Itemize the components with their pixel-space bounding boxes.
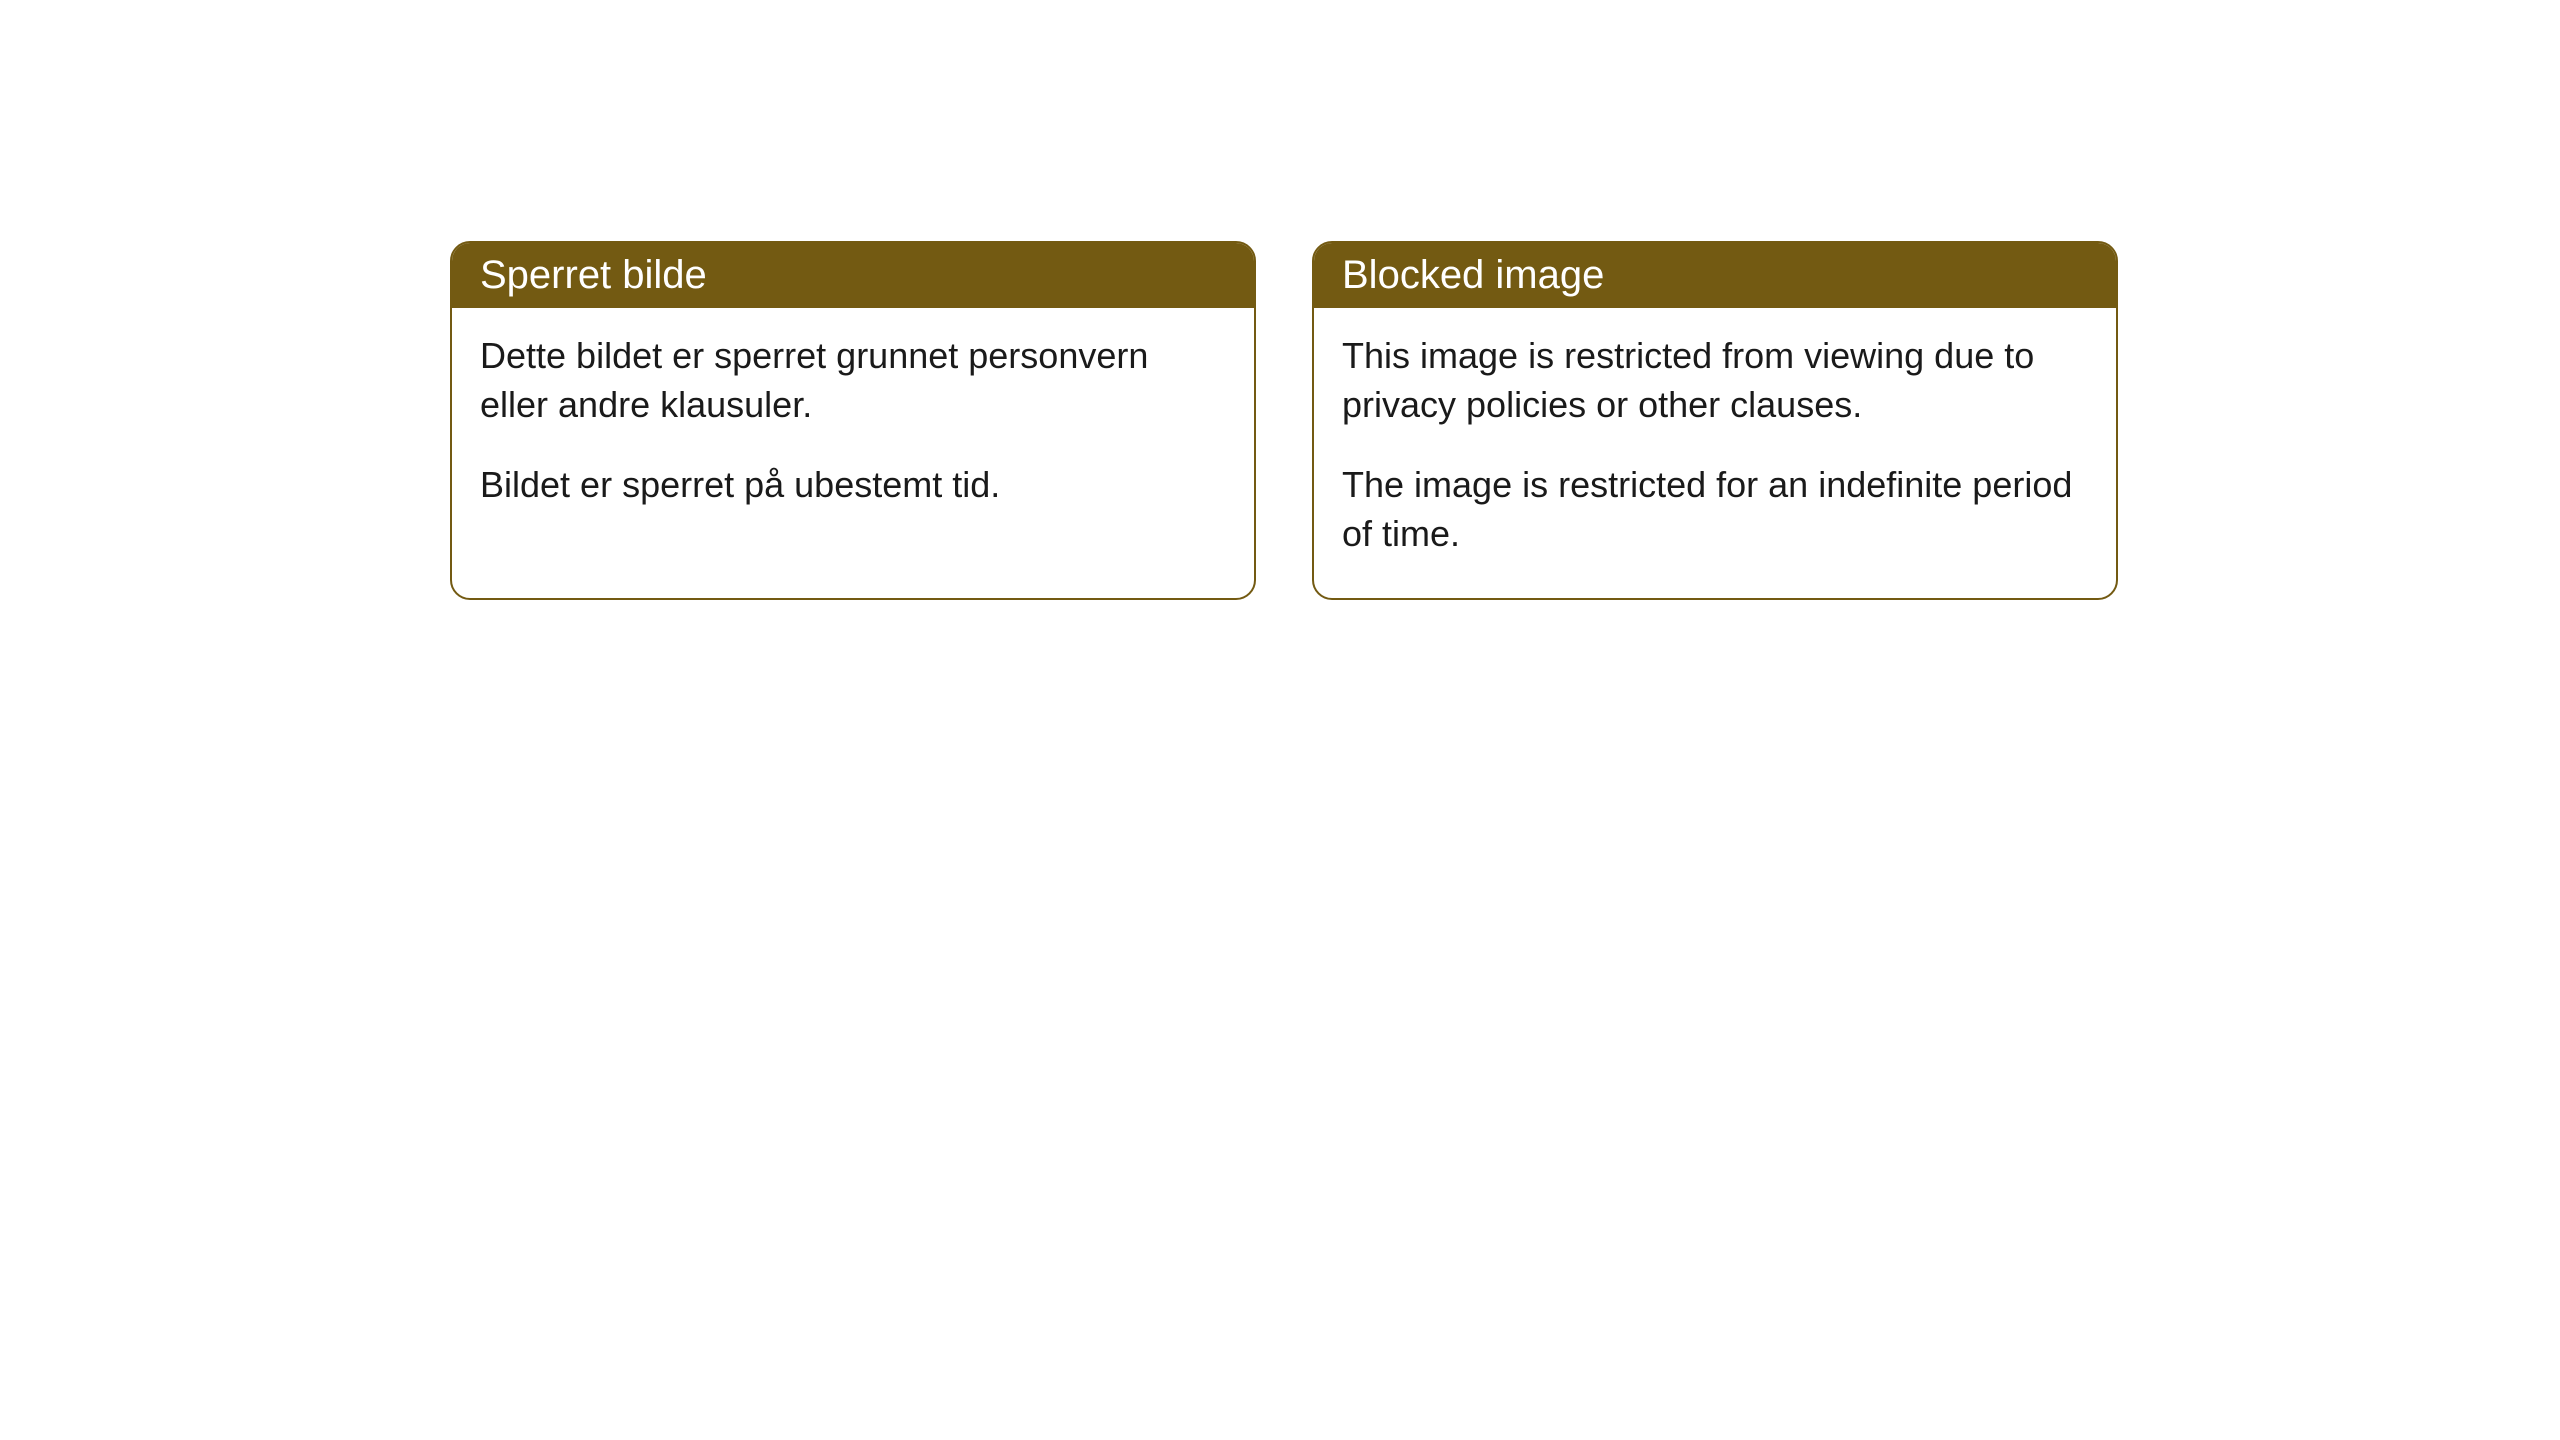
notice-cards-container: Sperret bilde Dette bildet er sperret gr… bbox=[450, 241, 2118, 600]
card-paragraph-2-norwegian: Bildet er sperret på ubestemt tid. bbox=[480, 461, 1226, 510]
card-paragraph-1-norwegian: Dette bildet er sperret grunnet personve… bbox=[480, 332, 1226, 429]
card-title-norwegian: Sperret bilde bbox=[480, 253, 707, 297]
card-body-norwegian: Dette bildet er sperret grunnet personve… bbox=[452, 308, 1254, 550]
blocked-image-card-english: Blocked image This image is restricted f… bbox=[1312, 241, 2118, 600]
card-header-norwegian: Sperret bilde bbox=[452, 243, 1254, 308]
card-body-english: This image is restricted from viewing du… bbox=[1314, 308, 2116, 598]
card-paragraph-1-english: This image is restricted from viewing du… bbox=[1342, 332, 2088, 429]
card-paragraph-2-english: The image is restricted for an indefinit… bbox=[1342, 461, 2088, 558]
card-header-english: Blocked image bbox=[1314, 243, 2116, 308]
blocked-image-card-norwegian: Sperret bilde Dette bildet er sperret gr… bbox=[450, 241, 1256, 600]
card-title-english: Blocked image bbox=[1342, 253, 1604, 297]
